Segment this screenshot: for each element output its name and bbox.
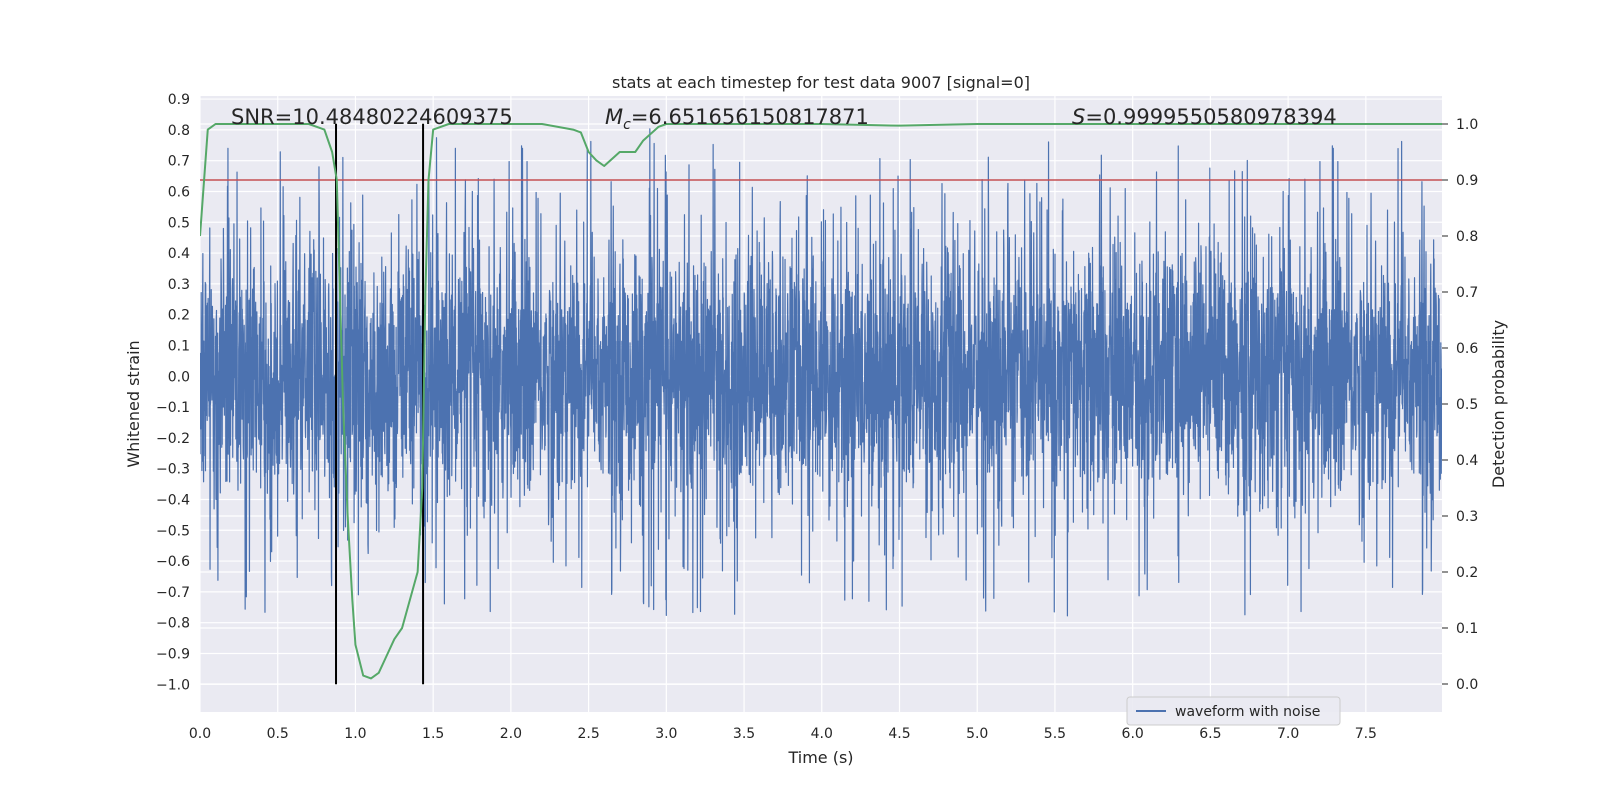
y-tick-label: 0.3: [168, 277, 190, 293]
y-tick-label: 0.0: [168, 369, 190, 385]
x-tick-label: 3.0: [655, 726, 677, 742]
y-tick-label: −0.2: [156, 431, 190, 447]
x-tick-label: 6.0: [1122, 726, 1144, 742]
y-axis-label: Whitened strain: [124, 340, 143, 467]
plot-content: [200, 123, 1442, 685]
s-symbol: S: [1072, 105, 1085, 129]
y-tick-label: −0.7: [156, 585, 190, 601]
x-tick-label: 2.0: [500, 726, 522, 742]
s-value: =0.9999550580978394: [1085, 105, 1336, 129]
mc-subscript: c: [623, 117, 631, 133]
x-axis-label: Time (s): [787, 748, 853, 767]
y-axis-ticks: 0.9 0.8 0.7 0.6 0.5 0.4 0.3 0.2 0.1 0.0 −0.1 −0.2 −0…: [156, 92, 190, 693]
x-tick-label: 1.5: [422, 726, 444, 742]
y2-tick-label: 0.2: [1456, 565, 1478, 581]
y2-tick-label: 0.0: [1456, 677, 1478, 693]
mc-symbol: M: [605, 105, 623, 129]
x-tick-label: 2.5: [577, 726, 599, 742]
x-tick-label: 7.0: [1277, 726, 1299, 742]
annotation-snr: SNR=10.48480224609375: [231, 105, 513, 129]
chart-title: stats at each timestep for test data 900…: [612, 73, 1030, 92]
x-axis-ticks: 0.0 0.5 1.0 1.5 2.0 2.5 3.0 3.5 4.0 4.5 5.0 5.5 6.0 6…: [189, 726, 1377, 742]
y-tick-label: 0.8: [168, 123, 190, 139]
annotation-s: S=0.9999550580978394: [1072, 105, 1337, 129]
y-tick-label: −0.4: [156, 492, 190, 508]
y-tick-label: −0.8: [156, 616, 190, 632]
x-tick-label: 6.5: [1199, 726, 1221, 742]
y-tick-label: 0.1: [168, 338, 190, 354]
x-tick-label: 0.5: [267, 726, 289, 742]
y-tick-label: 0.5: [168, 215, 190, 231]
x-tick-label: 5.5: [1044, 726, 1066, 742]
x-tick-label: 0.0: [189, 726, 211, 742]
y2-tick-label: 0.3: [1456, 509, 1478, 525]
y-tick-label: −0.6: [156, 554, 190, 570]
x-tick-label: 3.5: [733, 726, 755, 742]
x-tick-label: 4.5: [888, 726, 910, 742]
y-tick-label: −0.9: [156, 646, 190, 662]
y-tick-label: −0.3: [156, 462, 190, 478]
annotation-chirp-mass: Mc=6.651656150817871: [605, 105, 869, 133]
y2-axis-ticks: 1.0 0.9 0.8 0.7 0.6 0.5 0.4 0.3 0.2 0.1 0.0: [1442, 117, 1478, 693]
x-tick-label: 1.0: [344, 726, 366, 742]
y2-tick-label: 0.5: [1456, 397, 1478, 413]
x-tick-label: 7.5: [1355, 726, 1377, 742]
y2-tick-label: 0.9: [1456, 173, 1478, 189]
series-waveform-with-noise: [200, 128, 1442, 617]
series-detection-probability: [200, 123, 1442, 680]
y-tick-label: 0.7: [168, 154, 190, 170]
legend-label-waveform: waveform with noise: [1175, 704, 1320, 720]
y2-tick-label: 0.6: [1456, 341, 1478, 357]
y-tick-label: −1.0: [156, 677, 190, 693]
y2-tick-label: 0.1: [1456, 621, 1478, 637]
y2-tick-label: 0.4: [1456, 453, 1478, 469]
y2-tick-label: 1.0: [1456, 117, 1478, 133]
y-tick-label: 0.2: [168, 308, 190, 324]
y-tick-label: 0.9: [168, 92, 190, 108]
y-tick-label: 0.4: [168, 246, 190, 262]
legend-box: [1126, 696, 1341, 726]
x-tick-label: 4.0: [811, 726, 833, 742]
y2-tick-label: 0.7: [1456, 285, 1478, 301]
y-tick-label: 0.6: [168, 184, 190, 200]
y-tick-label: −0.1: [156, 400, 190, 416]
y2-axis-label: Detection probability: [1489, 320, 1508, 488]
x-tick-label: 5.0: [966, 726, 988, 742]
y2-tick-label: 0.8: [1456, 229, 1478, 245]
legend: waveform with noise: [1126, 696, 1341, 726]
mc-value: =6.651656150817871: [631, 105, 869, 129]
y-tick-label: −0.5: [156, 523, 190, 539]
